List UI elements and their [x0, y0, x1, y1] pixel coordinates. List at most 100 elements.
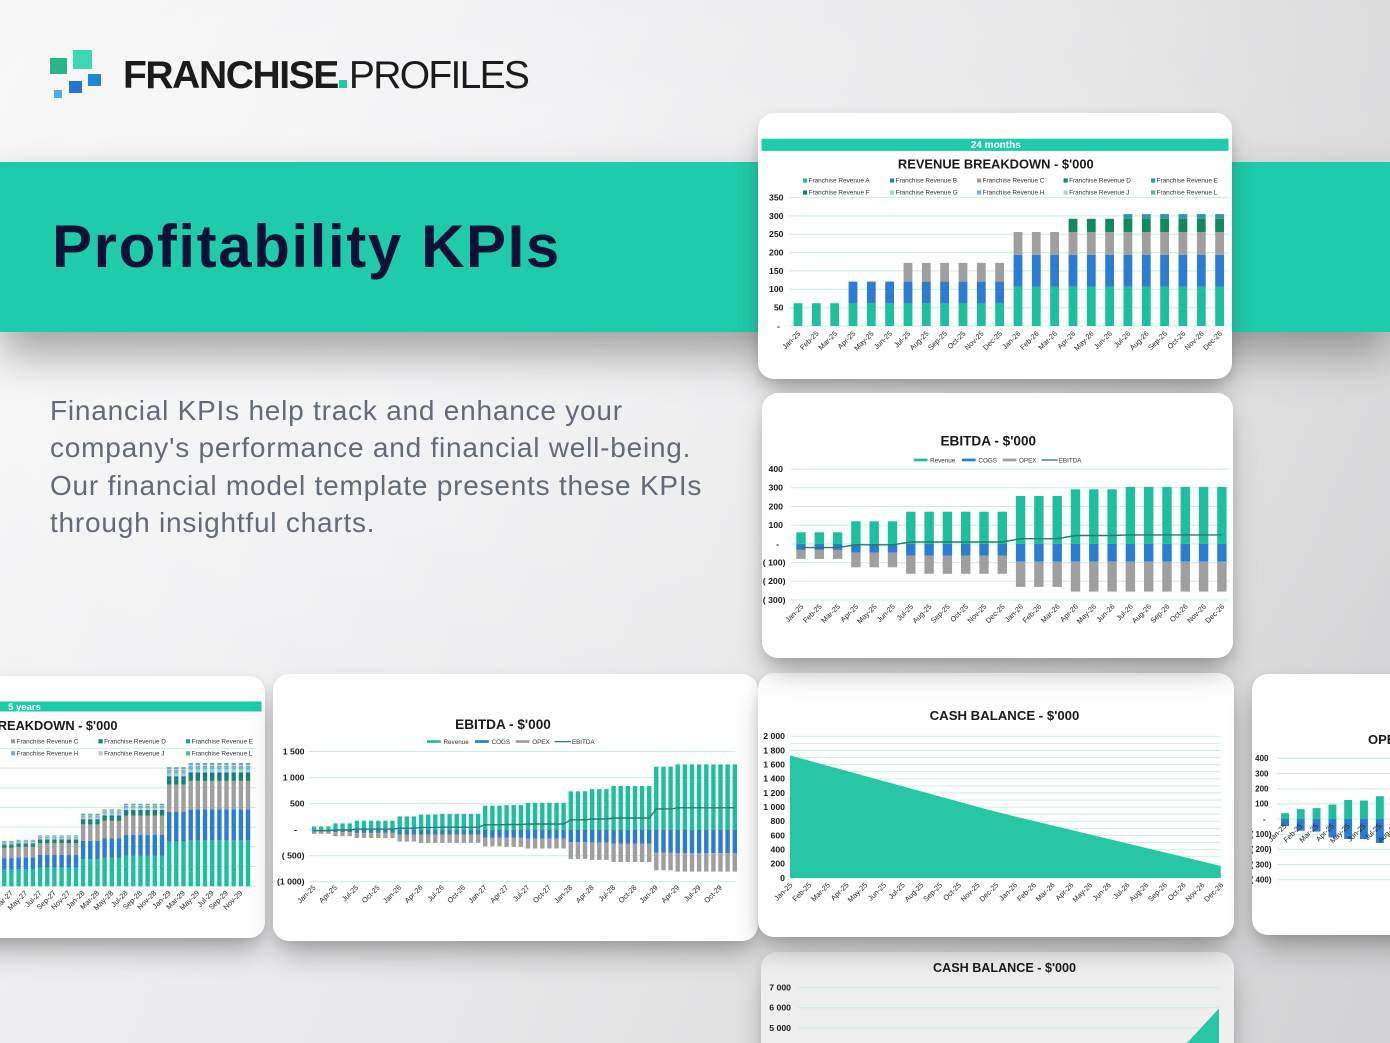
- svg-text:Jan-25: Jan-25: [772, 881, 794, 903]
- svg-text:Oct-29: Oct-29: [702, 883, 724, 905]
- svg-text:Jan-27: Jan-27: [466, 883, 488, 905]
- svg-text:Jul-26: Jul-26: [425, 883, 445, 903]
- svg-text:Aug-25: Aug-25: [903, 881, 926, 904]
- svg-text:5 years: 5 years: [8, 702, 41, 713]
- svg-text:Aug-25: Aug-25: [908, 329, 931, 352]
- svg-text:Franchise Revenue L: Franchise Revenue L: [192, 751, 253, 758]
- svg-text:Jan-26: Jan-26: [997, 881, 1019, 903]
- svg-text:Franchise Revenue F: Franchise Revenue F: [809, 190, 870, 197]
- svg-text:400: 400: [769, 464, 784, 474]
- svg-text:Aug-26: Aug-26: [1130, 602, 1153, 625]
- svg-text:( 300): ( 300): [1252, 860, 1272, 869]
- svg-text:Sep-26: Sep-26: [1146, 881, 1169, 904]
- svg-text:Jun-25: Jun-25: [872, 329, 894, 351]
- svg-text:1 000: 1 000: [763, 802, 785, 812]
- svg-text:1 600: 1 600: [763, 760, 785, 770]
- svg-text:Mar-25: Mar-25: [819, 602, 842, 625]
- svg-text:EBITDA: EBITDA: [572, 739, 596, 746]
- svg-text:EBITDA - $'000: EBITDA - $'000: [455, 717, 551, 732]
- svg-text:Revenue: Revenue: [930, 457, 956, 464]
- svg-text:50: 50: [774, 303, 784, 313]
- svg-text:Franchise Revenue J: Franchise Revenue J: [1069, 190, 1129, 197]
- svg-text:Nov-26: Nov-26: [1184, 881, 1207, 904]
- svg-text:Feb-26: Feb-26: [1015, 881, 1038, 904]
- svg-text:Revenue: Revenue: [444, 739, 470, 746]
- svg-text:1 400: 1 400: [763, 774, 785, 784]
- svg-text:Mar-26: Mar-26: [1036, 329, 1059, 352]
- svg-text:Jun-25: Jun-25: [866, 881, 888, 903]
- svg-text:Dec-26: Dec-26: [1203, 602, 1226, 625]
- svg-text:( 200): ( 200): [763, 576, 786, 586]
- svg-text:Aug-26: Aug-26: [1128, 329, 1151, 352]
- svg-text:Oct-26: Oct-26: [445, 883, 467, 905]
- svg-text:Mar-25: Mar-25: [816, 329, 839, 352]
- svg-text:Aug-25: Aug-25: [911, 602, 934, 625]
- svg-text:Franchise Revenue B: Franchise Revenue B: [896, 178, 957, 185]
- svg-text:Jan-29: Jan-29: [638, 883, 660, 905]
- svg-text:Jul-25: Jul-25: [340, 883, 360, 903]
- svg-text:Feb-25: Feb-25: [798, 329, 821, 352]
- svg-text:200: 200: [769, 248, 784, 258]
- svg-text:100: 100: [769, 284, 784, 294]
- svg-text:-: -: [777, 321, 780, 331]
- svg-text:800: 800: [771, 816, 786, 826]
- svg-text:OPEX: OPEX: [532, 739, 550, 746]
- svg-text:Oct-27: Oct-27: [531, 883, 553, 905]
- svg-text:Dec-25: Dec-25: [981, 329, 1004, 352]
- svg-text:Franchise Revenue C: Franchise Revenue C: [983, 178, 1045, 185]
- svg-text:Franchise Revenue A: Franchise Revenue A: [809, 178, 871, 185]
- svg-text:Franchise Revenue J: Franchise Revenue J: [104, 751, 164, 758]
- svg-text:1 000: 1 000: [283, 773, 305, 783]
- svg-text:150: 150: [769, 266, 784, 276]
- svg-text:Dec-25: Dec-25: [977, 881, 1000, 904]
- svg-text:6 000: 6 000: [769, 1003, 791, 1013]
- svg-text:Jul-28: Jul-28: [597, 883, 617, 903]
- svg-text:Dec-25: Dec-25: [984, 602, 1007, 625]
- svg-text:Mar-25: Mar-25: [809, 881, 832, 904]
- svg-text:Franchise Revenue E: Franchise Revenue E: [1157, 178, 1218, 185]
- svg-text:Sep-25: Sep-25: [921, 881, 944, 904]
- svg-text:REVENUE BREAKDOWN - $'000: REVENUE BREAKDOWN - $'000: [898, 157, 1094, 172]
- svg-text:5 000: 5 000: [769, 1023, 791, 1033]
- svg-text:Feb-25: Feb-25: [790, 881, 813, 904]
- svg-text:1 800: 1 800: [763, 745, 785, 755]
- svg-text:1 200: 1 200: [763, 788, 785, 798]
- svg-text:Sep-25: Sep-25: [929, 602, 952, 625]
- svg-text:Jun-26: Jun-26: [1091, 881, 1113, 903]
- svg-text:May-25: May-25: [852, 329, 876, 353]
- svg-text:CASH BALANCE - $'000: CASH BALANCE - $'000: [930, 708, 1080, 723]
- svg-text:2 000: 2 000: [763, 731, 785, 741]
- svg-text:( 100): ( 100): [1252, 830, 1272, 839]
- svg-text:1 500: 1 500: [283, 746, 305, 756]
- svg-text:Apr-27: Apr-27: [488, 883, 510, 905]
- svg-text:Jan-26: Jan-26: [381, 883, 403, 905]
- svg-text:Mar-26: Mar-26: [1039, 602, 1062, 625]
- svg-text:Jul-29: Jul-29: [682, 883, 702, 903]
- svg-text:(1 000): (1 000): [277, 877, 305, 887]
- svg-text:-: -: [1263, 815, 1266, 824]
- svg-text:OPERATING EXPENSES - $'000: OPERATING EXPENSES - $'000: [1368, 732, 1390, 747]
- svg-text:EBITDA: EBITDA: [1059, 457, 1083, 464]
- svg-text:Nov-25: Nov-25: [963, 329, 986, 352]
- svg-text:300: 300: [769, 211, 784, 221]
- svg-text:Franchise Revenue E: Franchise Revenue E: [192, 739, 253, 746]
- svg-text:300: 300: [1255, 769, 1269, 778]
- svg-text:200: 200: [1255, 785, 1269, 794]
- svg-text:Jul-27: Jul-27: [511, 883, 531, 903]
- svg-text:Franchise Revenue H: Franchise Revenue H: [17, 751, 79, 758]
- svg-text:Sep-26: Sep-26: [1148, 602, 1171, 625]
- svg-text:Jan-28: Jan-28: [552, 883, 574, 905]
- svg-text:Feb-26: Feb-26: [1018, 329, 1041, 352]
- svg-text:300: 300: [769, 483, 784, 493]
- svg-text:May-26: May-26: [1072, 329, 1096, 353]
- svg-text:( 500): ( 500): [282, 851, 305, 861]
- svg-text:Dec-26: Dec-26: [1201, 329, 1224, 352]
- svg-text:May-26: May-26: [1075, 602, 1099, 626]
- svg-text:May-25: May-25: [855, 602, 879, 626]
- svg-text:Mar-26: Mar-26: [1034, 881, 1057, 904]
- svg-text:Apr-28: Apr-28: [574, 883, 596, 905]
- svg-text:May-26: May-26: [1071, 881, 1095, 905]
- svg-text:Sep-26: Sep-26: [1146, 329, 1169, 352]
- svg-text:Jun-25: Jun-25: [875, 602, 897, 624]
- svg-text:0: 0: [780, 873, 785, 883]
